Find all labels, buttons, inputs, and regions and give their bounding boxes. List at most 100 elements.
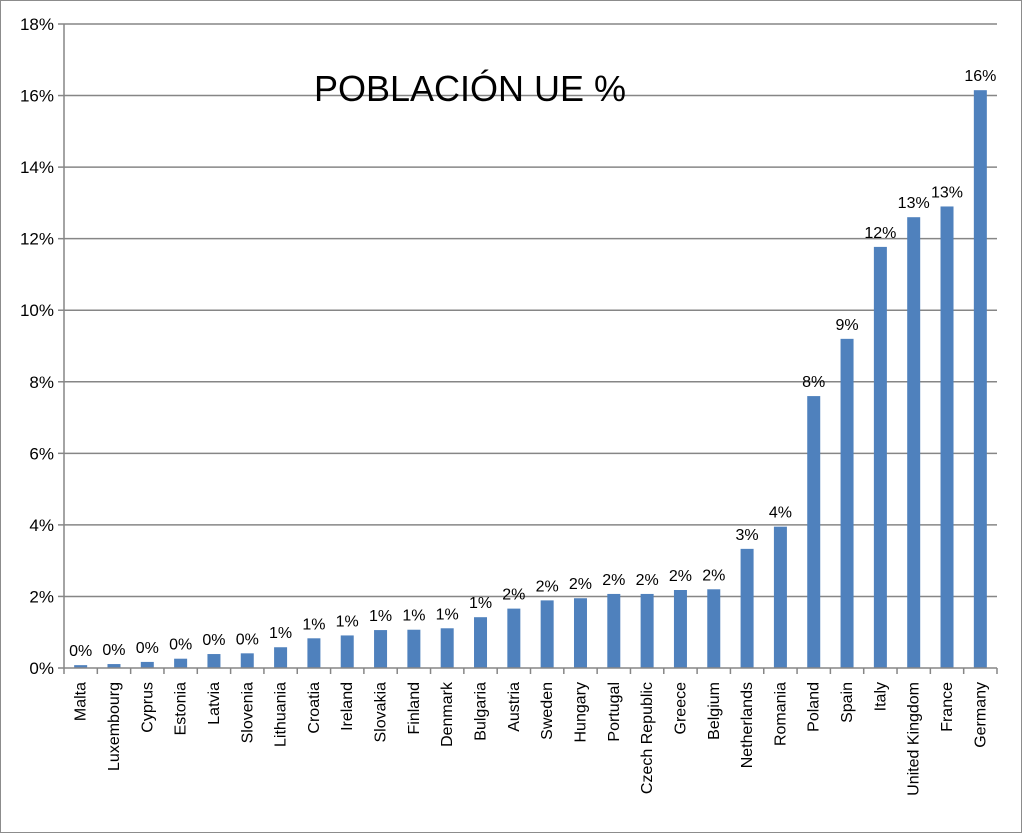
bar [340, 635, 354, 668]
bar [740, 548, 754, 668]
category-label: Austria [506, 682, 523, 732]
bar [107, 664, 121, 668]
data-label: 1% [402, 608, 425, 625]
category-label: Sweden [539, 682, 556, 740]
bar [540, 600, 554, 668]
data-label: 0% [236, 631, 259, 648]
bar [507, 608, 521, 668]
y-tick-label: 2% [29, 587, 54, 606]
data-label: 1% [369, 608, 392, 625]
category-label: Slovenia [239, 682, 256, 743]
category-label: Cyprus [139, 682, 156, 733]
category-label: United Kingdom [906, 682, 923, 796]
bar [873, 246, 887, 668]
category-labels: Malta Luxembourg Cyprus Estonia Latvia Sloven… [73, 681, 990, 796]
y-axis-ticks: 0% 2% 4% 6% 8% 10% 12% 14% 16% 18% [20, 15, 64, 678]
y-tick-label: 10% [20, 301, 54, 320]
data-label: 0% [202, 632, 225, 649]
data-label: 1% [302, 616, 325, 633]
bar [673, 590, 687, 668]
bar [307, 638, 321, 668]
data-label: 2% [636, 572, 659, 589]
bar [274, 647, 288, 668]
data-label: 4% [769, 505, 792, 522]
bar [207, 654, 221, 668]
bar [907, 217, 921, 668]
bar [807, 396, 821, 668]
category-label: Luxembourg [106, 682, 123, 771]
bar [607, 593, 621, 668]
category-label: Slovakia [373, 682, 390, 743]
category-label: Portugal [606, 682, 623, 742]
category-label: Romania [772, 682, 789, 746]
data-label: 0% [136, 640, 159, 657]
data-label: 2% [702, 567, 725, 584]
category-label: Estonia [173, 682, 190, 735]
bar [773, 526, 787, 668]
bar [440, 628, 454, 668]
bar [707, 589, 721, 668]
data-label: 2% [536, 578, 559, 595]
bar [407, 629, 421, 668]
y-tick-label: 0% [29, 659, 54, 678]
y-tick-label: 4% [29, 516, 54, 535]
data-label: 1% [436, 606, 459, 623]
axes [63, 24, 998, 674]
bar [840, 338, 854, 668]
bar [174, 658, 188, 668]
category-label: Finland [406, 682, 423, 734]
bar [940, 206, 954, 668]
category-label: Poland [806, 682, 823, 732]
category-label: Malta [73, 682, 90, 721]
category-label: Croatia [306, 682, 323, 734]
category-label: Belgium [706, 682, 723, 740]
category-label: Lithuania [273, 682, 290, 747]
data-label: 0% [69, 643, 92, 660]
data-label: 1% [469, 595, 492, 612]
data-label: 13% [931, 184, 963, 201]
data-label: 16% [964, 68, 996, 85]
y-tick-label: 14% [20, 158, 54, 177]
category-label: France [939, 682, 956, 732]
category-label: Latvia [206, 682, 223, 725]
data-label: 8% [802, 374, 825, 391]
data-label: 9% [835, 317, 858, 334]
bar [474, 617, 488, 668]
category-label: Bulgaria [473, 682, 490, 741]
bar [973, 90, 987, 668]
y-tick-label: 12% [20, 230, 54, 249]
bar [74, 665, 88, 668]
data-labels: 0% 0% 0% 0% 0% 0% 1% 1% 1% 1% 1% 1% 1% 2% 2% 2% 2% 2% 2% 2%… [69, 68, 996, 660]
data-label: 1% [336, 613, 359, 630]
category-label: Netherlands [739, 682, 756, 768]
data-label: 12% [864, 225, 896, 242]
bar [374, 630, 388, 668]
bars [74, 90, 987, 668]
bar [140, 661, 154, 668]
y-tick-label: 6% [29, 444, 54, 463]
data-label: 13% [898, 195, 930, 212]
category-label: Hungary [572, 682, 589, 742]
bar [573, 598, 587, 668]
chart-title: POBLACIÓN UE % [314, 68, 626, 109]
data-label: 0% [102, 642, 125, 659]
category-label: Denmark [439, 681, 456, 747]
data-label: 2% [569, 576, 592, 593]
category-label: Italy [872, 682, 889, 711]
y-tick-label: 8% [29, 373, 54, 392]
y-tick-label: 18% [20, 15, 54, 34]
category-label: Germany [972, 682, 989, 748]
data-label: 1% [269, 625, 292, 642]
data-label: 0% [169, 637, 192, 654]
data-label: 2% [502, 587, 525, 604]
data-label: 2% [669, 568, 692, 585]
bar [640, 593, 654, 668]
y-tick-label: 16% [20, 87, 54, 106]
category-label: Spain [839, 682, 856, 723]
category-label: Czech Republic [639, 682, 656, 794]
data-label: 3% [736, 527, 759, 544]
bar [240, 653, 254, 668]
category-label: Greece [672, 682, 689, 735]
